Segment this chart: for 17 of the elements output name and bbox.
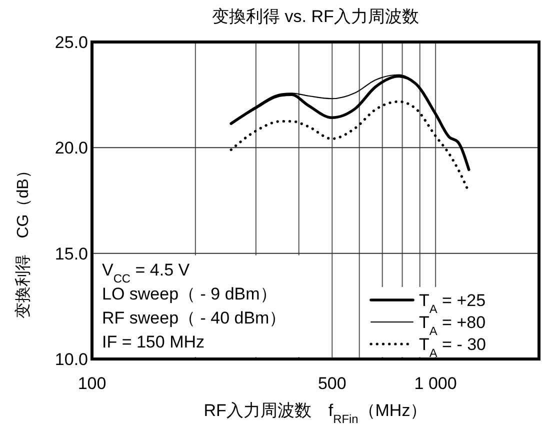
legend-label: T$_{A}$ = - 30 <box>419 335 486 360</box>
annotation: IF = 150 MHz <box>102 332 205 352</box>
annotation: LO sweep（ - 9 dBm） <box>102 284 277 304</box>
legend-label: T$_{A}$ = +80 <box>419 313 486 338</box>
x-tick-label: 1 000 <box>414 374 457 393</box>
y-tick-label: 15.0 <box>54 244 88 264</box>
legend-label: T$_{A}$ = +25 <box>419 291 486 316</box>
x-tick-label: 500 <box>318 374 346 393</box>
x-axis-title: RF入力周波数 f$_{RFin}$（MHz） <box>204 401 428 426</box>
y-tick-label: 20.0 <box>54 138 88 158</box>
y-tick-label: 25.0 <box>54 33 88 52</box>
y-axis-title: 变換利得 CG（dB） <box>14 162 32 318</box>
annotation: V$_{CC}$ = 4.5 V <box>102 260 190 286</box>
chart-title: 变換利得 vs. RF入力周波数 <box>212 7 419 26</box>
x-tick-label: 100 <box>78 374 106 393</box>
y-tick-label: 10.0 <box>54 350 88 369</box>
annotation: RF sweep（ - 40 dBm） <box>102 308 286 328</box>
